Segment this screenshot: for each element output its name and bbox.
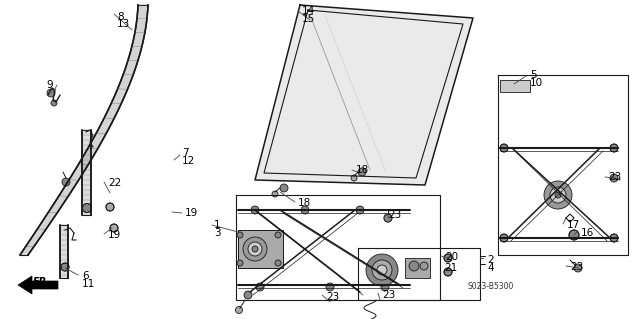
Circle shape	[574, 264, 582, 272]
Text: 23: 23	[570, 262, 583, 272]
Circle shape	[62, 178, 70, 186]
Circle shape	[555, 192, 561, 198]
Text: 5: 5	[530, 70, 536, 80]
Bar	[238, 230, 283, 268]
Text: 10: 10	[530, 78, 543, 88]
Text: 7: 7	[182, 148, 189, 158]
Text: S023-B5300: S023-B5300	[468, 282, 515, 291]
Text: 22: 22	[108, 178, 121, 188]
Circle shape	[550, 187, 566, 203]
Circle shape	[110, 224, 118, 232]
Circle shape	[61, 263, 69, 271]
Text: 1: 1	[214, 220, 221, 230]
Circle shape	[256, 283, 264, 291]
Circle shape	[272, 191, 278, 197]
Circle shape	[243, 237, 267, 261]
Text: 11: 11	[82, 279, 95, 289]
Text: 23: 23	[326, 292, 339, 302]
Text: 4: 4	[487, 263, 493, 273]
Text: 17: 17	[567, 220, 580, 230]
Text: 8: 8	[117, 12, 124, 22]
Text: 20: 20	[445, 252, 458, 262]
Text: 16: 16	[581, 228, 595, 238]
Circle shape	[248, 242, 262, 256]
Text: 23: 23	[388, 210, 401, 220]
Polygon shape	[82, 130, 91, 215]
Circle shape	[275, 260, 281, 266]
Circle shape	[275, 232, 281, 238]
Text: 9: 9	[46, 80, 52, 90]
Circle shape	[244, 291, 252, 299]
Circle shape	[47, 89, 55, 97]
Circle shape	[237, 232, 243, 238]
Circle shape	[610, 174, 618, 182]
Circle shape	[356, 206, 364, 214]
Text: 23: 23	[608, 172, 621, 182]
Circle shape	[569, 230, 579, 240]
Circle shape	[326, 283, 334, 291]
Circle shape	[236, 307, 243, 314]
Polygon shape	[60, 225, 68, 278]
Circle shape	[610, 234, 618, 242]
Circle shape	[351, 175, 357, 181]
Text: 23: 23	[382, 290, 396, 300]
Circle shape	[544, 181, 572, 209]
Circle shape	[366, 254, 398, 286]
Circle shape	[384, 214, 392, 222]
Circle shape	[377, 265, 387, 275]
Text: 19: 19	[185, 208, 198, 218]
Circle shape	[372, 260, 392, 280]
Circle shape	[358, 168, 366, 176]
Circle shape	[51, 100, 57, 106]
Text: FR.: FR.	[33, 277, 51, 287]
Text: 15: 15	[302, 14, 316, 24]
Bar	[500, 80, 530, 92]
Text: 18: 18	[356, 165, 369, 175]
Circle shape	[444, 254, 452, 262]
Circle shape	[83, 204, 92, 212]
Circle shape	[280, 184, 288, 192]
Polygon shape	[18, 276, 58, 294]
Text: 6: 6	[82, 271, 88, 281]
Text: 3: 3	[214, 228, 221, 238]
Circle shape	[420, 262, 428, 270]
Circle shape	[384, 214, 392, 222]
Text: 14: 14	[302, 6, 316, 16]
Text: 13: 13	[117, 19, 131, 29]
Circle shape	[237, 260, 243, 266]
Text: 2: 2	[487, 255, 493, 265]
Circle shape	[106, 203, 114, 211]
Circle shape	[252, 246, 258, 252]
Circle shape	[444, 268, 452, 276]
Circle shape	[381, 283, 389, 291]
Circle shape	[251, 206, 259, 214]
Circle shape	[500, 144, 508, 152]
Text: 19: 19	[108, 230, 121, 240]
Circle shape	[500, 234, 508, 242]
Polygon shape	[255, 5, 473, 185]
Text: 12: 12	[182, 156, 195, 166]
Circle shape	[610, 144, 618, 152]
Bar	[405, 258, 430, 278]
Circle shape	[301, 206, 309, 214]
Polygon shape	[20, 5, 148, 255]
Text: 21: 21	[444, 263, 457, 273]
Text: 18: 18	[298, 198, 311, 208]
Circle shape	[409, 261, 419, 271]
